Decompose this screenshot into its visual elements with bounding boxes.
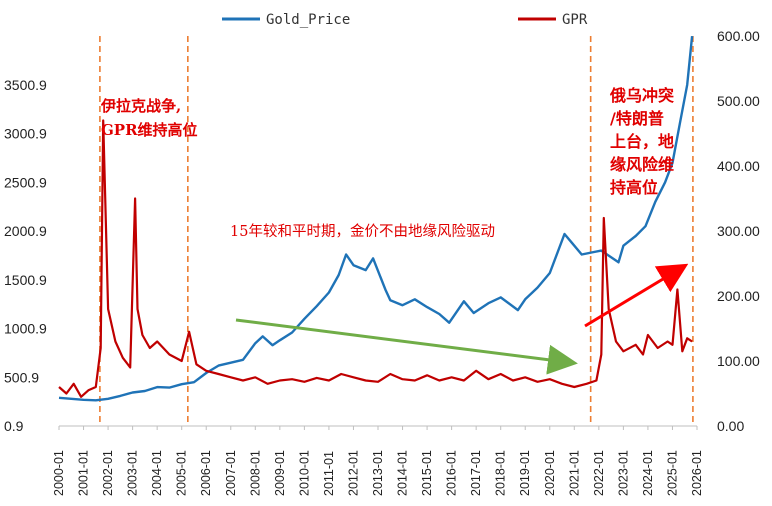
left-tick-label: 3500.9 [4, 77, 47, 93]
left-tick-label: 0.9 [4, 418, 24, 434]
russia-annotation-line5: 持高位 [610, 178, 658, 197]
right-tick-label: 100.00 [717, 353, 760, 369]
x-tick-label: 2019-01 [518, 450, 532, 496]
x-tick-label: 2001-01 [77, 450, 91, 496]
x-tick-label: 2010-01 [297, 450, 311, 496]
left-tick-label: 3000.9 [4, 126, 47, 142]
x-tick-label: 2009-01 [273, 450, 287, 496]
left-tick-label: 1000.9 [4, 321, 47, 337]
calm-period-annotation: 15年较和平时期，金价不由地缘风险驱动 [230, 222, 495, 240]
x-tick-label: 2013-01 [371, 450, 385, 496]
x-tick-label: 2012-01 [346, 450, 360, 496]
x-tick-label: 2011-01 [322, 451, 336, 496]
russia-annotation-line3: 上台，地 [610, 132, 674, 151]
x-tick-label: 2025-01 [665, 450, 679, 496]
left-axis-ticks: 0.9 500.9 1000.9 1500.9 2000.9 2500.9 3000.9 35… [4, 77, 47, 434]
iraq-war-annotation-line2: GPR维持高位 [101, 121, 198, 139]
x-tick-label: 2016-01 [445, 450, 459, 496]
x-tick-label: 2004-01 [150, 450, 164, 496]
left-tick-label: 2000.9 [4, 223, 47, 239]
gold-price-series-line [58, 35, 694, 402]
legend: Gold_Price GPR [222, 12, 588, 28]
russia-annotation-line1: 俄乌冲突 [609, 86, 674, 105]
x-tick-label: 2008-01 [248, 450, 262, 496]
right-tick-label: 600.00 [717, 28, 760, 44]
x-tick-label: 2006-01 [199, 450, 213, 496]
x-tick-label: 2024-01 [641, 450, 655, 496]
x-tick-label: 2014-01 [396, 450, 410, 496]
x-tick-label: 2018-01 [494, 450, 508, 496]
right-tick-label: 0.00 [717, 418, 744, 434]
x-tick-label: 2002-01 [101, 450, 115, 496]
downtrend-arrow [235, 318, 578, 375]
right-axis-ticks: 0.00 100.00 200.00 300.00 400.00 500.00 600.00 [717, 28, 760, 434]
right-tick-label: 300.00 [717, 223, 760, 239]
russia-annotation-line2: /特朗普 [610, 109, 664, 128]
x-tick-label: 2020-01 [543, 450, 557, 496]
left-tick-label: 500.9 [4, 369, 39, 385]
x-axis-ticks: 2000-01 2001-01 2002-01 2003-01 2004-01 2005-… [52, 426, 704, 496]
x-tick-label: 2003-01 [126, 450, 140, 496]
x-tick-label: 2017-01 [469, 450, 483, 496]
right-tick-label: 500.00 [717, 93, 760, 109]
iraq-war-annotation-line1: 伊拉克战争, [100, 97, 181, 115]
legend-gold-label: Gold_Price [266, 12, 350, 28]
left-tick-label: 1500.9 [4, 272, 47, 288]
x-tick-label: 2015-01 [420, 450, 434, 496]
uptrend-arrow [584, 263, 689, 328]
right-tick-label: 400.00 [717, 158, 760, 174]
x-tick-label: 2021-01 [567, 450, 581, 496]
legend-gpr-label: GPR [562, 12, 588, 28]
x-tick-label: 2022-01 [592, 450, 606, 496]
left-tick-label: 2500.9 [4, 174, 47, 190]
right-tick-label: 200.00 [717, 288, 760, 304]
x-tick-label: 2005-01 [175, 450, 189, 496]
x-tick-label: 2000-01 [52, 450, 66, 496]
x-tick-label: 2026-01 [690, 450, 704, 496]
x-tick-label: 2023-01 [616, 450, 630, 496]
gpr-series-line [58, 119, 693, 398]
x-tick-label: 2007-01 [224, 450, 238, 496]
russia-annotation-line4: 缘风险维 [610, 155, 674, 174]
